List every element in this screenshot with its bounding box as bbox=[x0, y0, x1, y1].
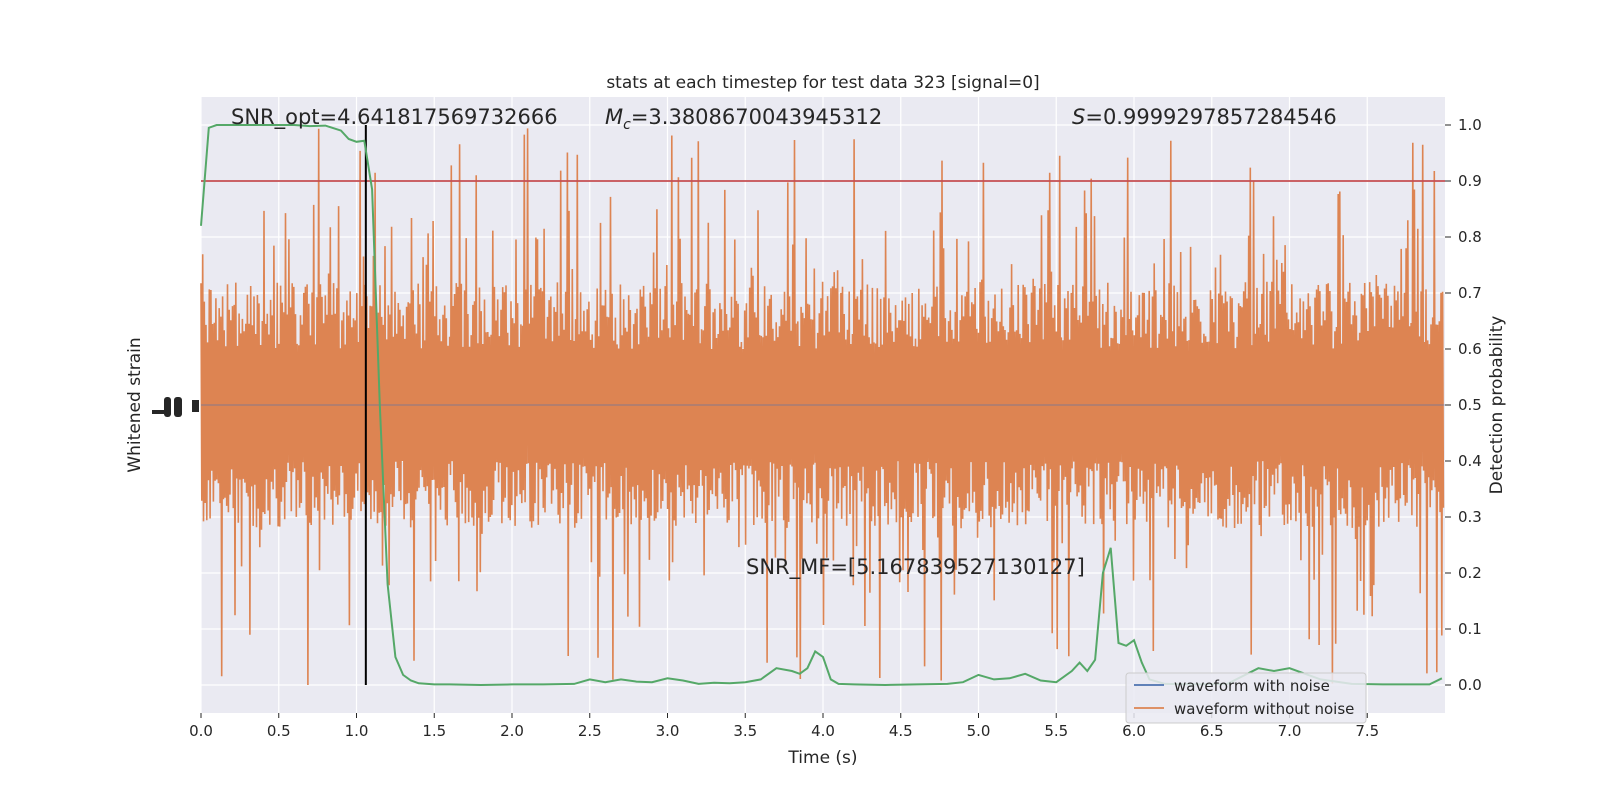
x-tick-label-15: 7.5 bbox=[1355, 722, 1379, 740]
x-tick-label-13: 6.5 bbox=[1200, 722, 1224, 740]
y-tick-label-4: 0.4 bbox=[1458, 452, 1482, 470]
x-axis-label: Time (s) bbox=[787, 748, 857, 768]
y-tick-label-5: 0.5 bbox=[1458, 396, 1482, 414]
series-waveform-without-noise bbox=[200, 128, 1445, 686]
y-tick-label-3: 0.3 bbox=[1458, 508, 1482, 526]
x-axis-ticks: 0.0 0.5 1.0 1.5 2.0 2.5 3.0 3.5 4.0 4.5 5.0 5.5 6.0 6… bbox=[189, 713, 1379, 740]
x-tick-label-7: 3.5 bbox=[733, 722, 757, 740]
x-tick-label-1: 0.5 bbox=[267, 722, 291, 740]
strain-series-layer bbox=[200, 128, 1445, 686]
y-tick-label-1: 0.1 bbox=[1458, 620, 1482, 638]
chart-title: stats at each timestep for test data 323… bbox=[606, 73, 1039, 93]
left-axis-collapsed-ticks bbox=[152, 397, 199, 417]
snr-opt-annotation: SNR_opt=4.641817569732666 bbox=[231, 105, 558, 130]
x-tick-label-9: 4.5 bbox=[889, 722, 913, 740]
y-tick-label-6: 0.6 bbox=[1458, 340, 1482, 358]
x-tick-label-10: 5.0 bbox=[967, 722, 991, 740]
y-tick-label-9: 0.9 bbox=[1458, 172, 1482, 190]
probability-series-layer bbox=[200, 124, 1445, 687]
legend-box bbox=[1125, 672, 1367, 724]
mc-symbol: M bbox=[605, 105, 623, 129]
y-tick-label-8: 0.8 bbox=[1458, 228, 1482, 246]
series-detection-probability bbox=[200, 124, 1443, 687]
s-value: =0.9999297857284546 bbox=[1085, 105, 1336, 129]
y-tick-label-10: 1.0 bbox=[1458, 116, 1482, 134]
mc-subscript: c bbox=[623, 117, 631, 133]
x-tick-label-4: 2.0 bbox=[500, 722, 524, 740]
y-axis-ticks-right: 0.0 0.1 0.2 0.3 0.4 0.5 0.6 0.7 0.8 0.9 1.0 bbox=[1445, 116, 1482, 694]
mc-value: =3.3808670043945312 bbox=[631, 105, 882, 129]
x-tick-label-14: 7.0 bbox=[1278, 722, 1302, 740]
x-tick-label-0: 0.0 bbox=[189, 722, 213, 740]
legend: waveform with noise waveform without noi… bbox=[1125, 672, 1367, 724]
x-tick-label-11: 5.5 bbox=[1044, 722, 1068, 740]
legend-label-with-noise: waveform with noise bbox=[1174, 677, 1330, 695]
x-tick-label-8: 4.0 bbox=[811, 722, 835, 740]
x-tick-label-3: 1.5 bbox=[422, 722, 446, 740]
y-axis-label-right: Detection probability bbox=[1487, 316, 1507, 495]
snr-mf-annotation: SNR_MF=[5.167839527130127] bbox=[746, 555, 1085, 580]
x-tick-label-2: 1.0 bbox=[345, 722, 369, 740]
legend-label-without-noise: waveform without noise bbox=[1174, 700, 1354, 718]
y-tick-label-7: 0.7 bbox=[1458, 284, 1482, 302]
chirp-mass-annotation: Mc=3.3808670043945312 bbox=[605, 105, 882, 133]
x-tick-label-5: 2.5 bbox=[578, 722, 602, 740]
y-tick-label-0: 0.0 bbox=[1458, 676, 1482, 694]
x-tick-label-12: 6.0 bbox=[1122, 722, 1146, 740]
y-tick-label-2: 0.2 bbox=[1458, 564, 1482, 582]
y-axis-label-left: Whitened strain bbox=[125, 337, 145, 472]
s-symbol: S bbox=[1072, 105, 1085, 129]
x-tick-label-6: 3.0 bbox=[656, 722, 680, 740]
s-annotation: S=0.9999297857284546 bbox=[1072, 105, 1337, 129]
